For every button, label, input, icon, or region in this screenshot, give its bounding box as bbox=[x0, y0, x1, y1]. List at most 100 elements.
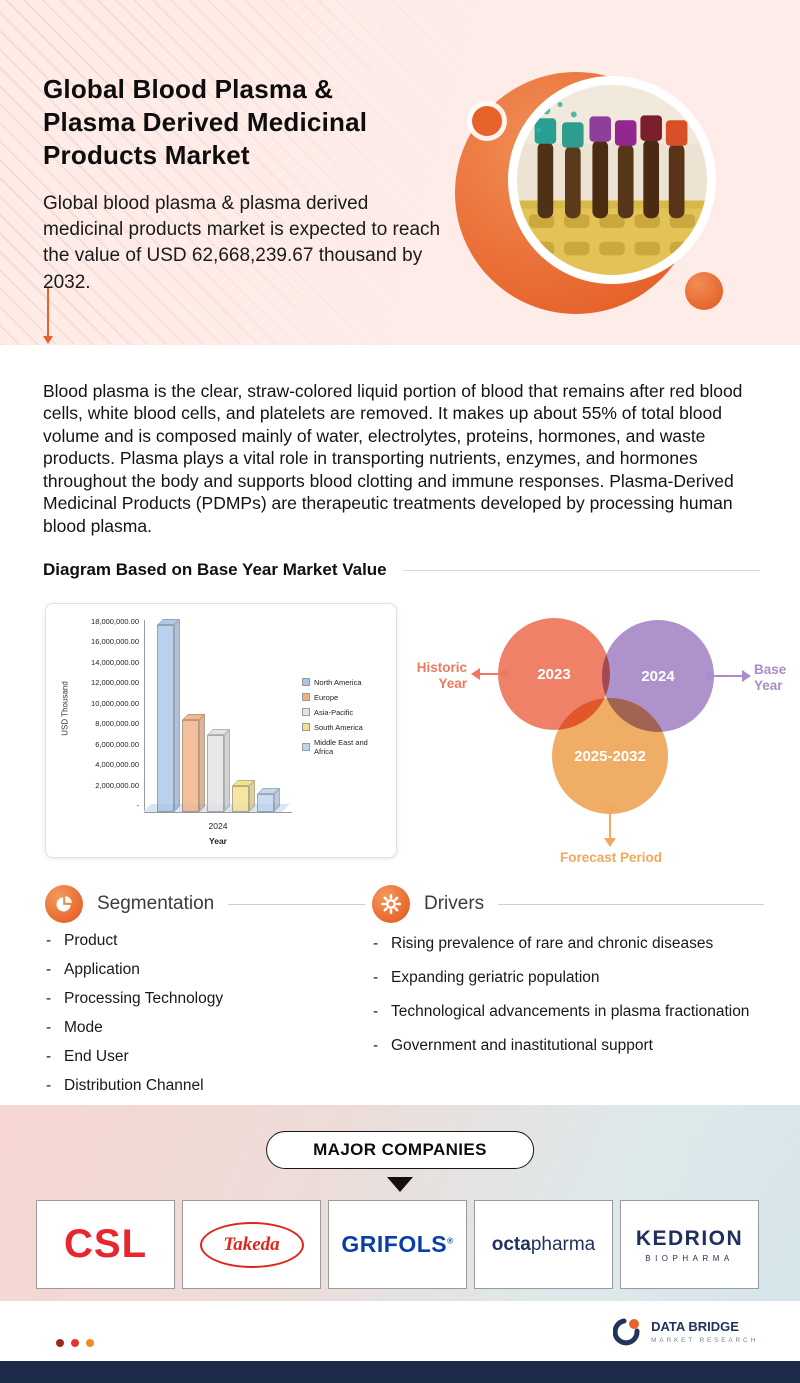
bar-front bbox=[257, 793, 274, 812]
legend-item: South America bbox=[302, 723, 388, 732]
company-logo-row: CSL Takeda GRIFOLS® octapharma KEDRION B… bbox=[36, 1200, 759, 1289]
list-item: Mode bbox=[45, 1019, 345, 1037]
databridge-name: DATA BRIDGE bbox=[651, 1319, 739, 1335]
list-item: Government and inastitutional support bbox=[372, 1036, 768, 1056]
chart-ytick-label: 14,000,000.00 bbox=[91, 657, 139, 667]
legend-label: Middle East and Africa bbox=[314, 737, 368, 756]
page-title: Global Blood Plasma & Plasma Derived Med… bbox=[43, 74, 368, 171]
forecast-connector-dot bbox=[606, 804, 614, 812]
chart-legend: North America Europe Asia-Pacific South Ame… bbox=[292, 620, 388, 813]
legend-label: South America bbox=[314, 722, 363, 732]
csl-logo: CSL bbox=[64, 1222, 147, 1266]
list-item: Processing Technology bbox=[45, 990, 345, 1008]
grifols-logo: GRIFOLS® bbox=[341, 1231, 453, 1258]
grifols-wordmark: GRIFOLS bbox=[341, 1231, 448, 1257]
base-year-value: 2024 bbox=[641, 667, 675, 685]
databridge-logo: DATA BRIDGE MARKET RESEARCH bbox=[613, 1317, 758, 1347]
bottom-navy-bar bbox=[0, 1361, 800, 1383]
historic-arrowhead-icon bbox=[465, 668, 480, 680]
chart-ytick-label: - bbox=[136, 800, 140, 810]
legend-item: Asia-Pacific bbox=[302, 708, 388, 717]
bottom-right-orange-dot-decor bbox=[685, 272, 723, 310]
legend-label: Asia-Pacific bbox=[314, 707, 354, 717]
base-year-label: Base Year bbox=[754, 662, 787, 693]
chart-bar-south-america bbox=[232, 780, 255, 812]
pie-chart-icon bbox=[45, 885, 83, 923]
legend-swatch bbox=[302, 693, 310, 701]
segmentation-title: Segmentation bbox=[97, 893, 215, 914]
bar-chart-card: USD Thousand 18,000,000.00 16,000,000.00 1… bbox=[45, 603, 397, 858]
chart-bar-middle-east-and-africa bbox=[257, 787, 280, 812]
chart-ytick-label: 4,000,000.00 bbox=[95, 760, 139, 770]
chart-bar-asia-pacific bbox=[207, 729, 230, 812]
gear-icon bbox=[372, 885, 410, 923]
historic-arrow-line bbox=[475, 673, 503, 675]
kedrion-logo: KEDRION bbox=[635, 1226, 744, 1250]
venn-forecast-circle bbox=[552, 698, 668, 814]
chart-ytick-label: 2,000,000.00 bbox=[95, 780, 139, 790]
chart-ytick-label: 18,000,000.00 bbox=[91, 617, 139, 626]
year-venn-diagram: 2023 2024 2025-2032 Historic Year Base Y… bbox=[413, 598, 800, 870]
bar-front bbox=[182, 720, 199, 812]
list-item: Distribution Channel bbox=[45, 1077, 345, 1095]
dot-dark-red bbox=[56, 1339, 64, 1347]
segmentation-header: Segmentation bbox=[45, 885, 365, 923]
octapharma-logo-card: octapharma bbox=[474, 1200, 613, 1289]
kedrion-logo-card: KEDRION BIOPHARMA bbox=[620, 1200, 759, 1289]
chart-area: 18,000,000.00 16,000,000.00 14,000,000.00 1… bbox=[84, 617, 388, 813]
drivers-rule-line bbox=[498, 903, 764, 905]
legend-item: Europe bbox=[302, 693, 388, 702]
drivers-title: Drivers bbox=[424, 893, 485, 914]
legend-item: North America bbox=[302, 678, 388, 687]
list-item: Application bbox=[45, 961, 345, 979]
forecast-arrow-line bbox=[609, 812, 611, 838]
segmentation-rule-line bbox=[228, 903, 365, 905]
legend-label: Europe bbox=[314, 692, 339, 702]
chart-bar-europe bbox=[182, 714, 205, 812]
octapharma-logo: octapharma bbox=[492, 1234, 596, 1256]
intro-paragraph: Blood plasma is the clear, straw-colored… bbox=[43, 380, 743, 536]
list-item: End User bbox=[45, 1048, 345, 1066]
list-item: Rising prevalence of rare and chronic di… bbox=[372, 934, 768, 954]
databridge-logo-text: DATA BRIDGE MARKET RESEARCH bbox=[651, 1319, 758, 1344]
major-companies-badge: MAJOR COMPANIES bbox=[266, 1131, 534, 1169]
list-item: Technological advancements in plasma fra… bbox=[372, 1002, 768, 1022]
chart-yticks: 18,000,000.00 16,000,000.00 14,000,000.00 1… bbox=[84, 617, 144, 810]
list-item: Expanding geriatric population bbox=[372, 968, 768, 988]
header-rule-line bbox=[402, 569, 760, 571]
takeda-logo-card: Takeda bbox=[182, 1200, 321, 1289]
chart-bar-north-america bbox=[157, 619, 180, 812]
bar-side bbox=[174, 619, 180, 812]
chart-ytick-label: 8,000,000.00 bbox=[95, 719, 139, 729]
databridge-tagline: MARKET RESEARCH bbox=[651, 1336, 758, 1344]
dot-orange bbox=[86, 1339, 94, 1347]
test-tubes-illustration bbox=[517, 85, 707, 275]
triangle-down-icon bbox=[387, 1177, 413, 1192]
bar-front bbox=[232, 786, 249, 812]
databridge-logo-icon bbox=[613, 1318, 640, 1346]
octa-bold-part: octa bbox=[491, 1233, 531, 1255]
legend-swatch bbox=[302, 742, 310, 751]
footer-dots-decor bbox=[56, 1339, 94, 1347]
registered-mark: ® bbox=[447, 1236, 454, 1246]
market-value-subtitle: Global blood plasma & plasma derived med… bbox=[43, 193, 441, 293]
major-companies-section: MAJOR COMPANIES CSL Takeda GRIFOLS® octa… bbox=[0, 1105, 800, 1301]
takeda-oval-decor: Takeda bbox=[199, 1221, 304, 1268]
footer: DATA BRIDGE MARKET RESEARCH bbox=[0, 1301, 800, 1361]
csl-logo-card: CSL bbox=[36, 1200, 175, 1289]
drivers-list: Rising prevalence of rare and chronic di… bbox=[372, 934, 768, 1071]
diagram-section-header: Diagram Based on Base Year Market Value bbox=[43, 560, 760, 580]
drivers-header: Drivers bbox=[372, 885, 764, 923]
forecast-arrowhead-icon bbox=[604, 838, 616, 853]
diagram-section-title: Diagram Based on Base Year Market Value bbox=[43, 560, 387, 579]
historic-year-label: Historic Year bbox=[416, 660, 467, 691]
historic-connector-dot bbox=[501, 670, 509, 678]
bar-side bbox=[224, 729, 230, 812]
chart-ytick-label: 6,000,000.00 bbox=[95, 739, 139, 749]
base-arrowhead-icon bbox=[742, 670, 757, 682]
bar-front bbox=[157, 625, 174, 812]
legend-swatch bbox=[302, 723, 310, 731]
hero-section: Global Blood Plasma & Plasma Derived Med… bbox=[0, 0, 800, 345]
legend-label: North America bbox=[314, 677, 362, 687]
